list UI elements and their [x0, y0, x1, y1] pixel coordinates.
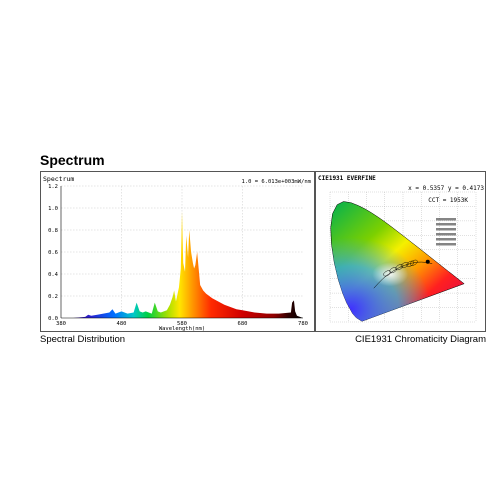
spectrum-x-tick-label: 580: [177, 321, 187, 327]
cie-legend-entry: [436, 218, 456, 221]
spectrum-x-ticks: 380 480 580 680 780: [56, 321, 308, 327]
cie-measured-point: [425, 259, 430, 264]
spectrum-y-ticks: 0.0 0.2 0.4 0.6 0.8 1.0 1.2: [48, 184, 59, 322]
cie-diagram-caption: CIE1931 Chromaticity Diagram: [355, 334, 486, 345]
section-title: Spectrum: [40, 152, 105, 168]
spectrum-y-tick-label: 0.6: [48, 250, 58, 256]
spectrum-x-tick-label: 780: [298, 321, 308, 327]
cie-tolerance-ellipses: [383, 259, 418, 277]
cie-readout: x = 0.5357 y = 0.4173: [408, 185, 484, 192]
spectrum-y-tick-label: 0.0: [48, 316, 58, 322]
spectrum-chart: Spectrum 1.0 = 6.013e+003mW/nm 0.0 0.2 0.4…: [43, 175, 312, 332]
cie-diagram-panel: CIE1931 EVERFINE x = 0.5357 y = 0.4173 C…: [315, 171, 486, 332]
planckian-locus: [373, 261, 433, 289]
spectrum-title: Spectrum: [43, 175, 74, 183]
cie-chart: CIE1931 EVERFINE x = 0.5357 y = 0.4173 C…: [318, 175, 484, 323]
cie-legend-entry: [436, 228, 456, 231]
cie-cct: CCT = 1953K: [428, 197, 468, 204]
cie-legend-entry: [436, 238, 456, 241]
cie-title: CIE1931 EVERFINE: [318, 175, 376, 182]
cie-legend-entry: [436, 233, 456, 236]
cie-legend: [436, 218, 456, 246]
cie-blue-region: [330, 201, 465, 322]
spectrum-annotation: 1.0 = 6.013e+003mW/nm: [241, 179, 311, 185]
spectral-distribution-caption: Spectral Distribution: [40, 334, 126, 345]
spectrum-x-label: Wavelength(nm): [159, 326, 205, 332]
cie-tolerance-ellipse: [400, 262, 409, 269]
cie-tolerance-ellipse: [409, 259, 418, 266]
spectral-distribution-panel: Spectrum 1.0 = 6.013e+003mW/nm 0.0 0.2 0.4…: [40, 171, 315, 332]
spectrum-y-tick-label: 1.2: [48, 184, 58, 190]
spectrum-x-tick-label: 680: [238, 321, 248, 327]
spectrum-x-tick-label: 380: [56, 321, 66, 327]
cie-legend-entry: [436, 223, 456, 226]
cie-tolerance-ellipse: [395, 264, 404, 271]
cie-tolerance-ellipse: [389, 267, 397, 274]
spectrum-y-tick-label: 0.4: [48, 272, 59, 278]
spectrum-y-tick-label: 0.2: [48, 294, 58, 300]
cie-tolerance-ellipse: [383, 270, 391, 277]
cie-legend-entry: [436, 243, 456, 246]
spectrum-x-tick-label: 480: [117, 321, 127, 327]
spectrum-y-tick-label: 1.0: [48, 206, 58, 212]
spectrum-area: [61, 211, 303, 318]
spectrum-y-tick-label: 0.8: [48, 228, 58, 234]
